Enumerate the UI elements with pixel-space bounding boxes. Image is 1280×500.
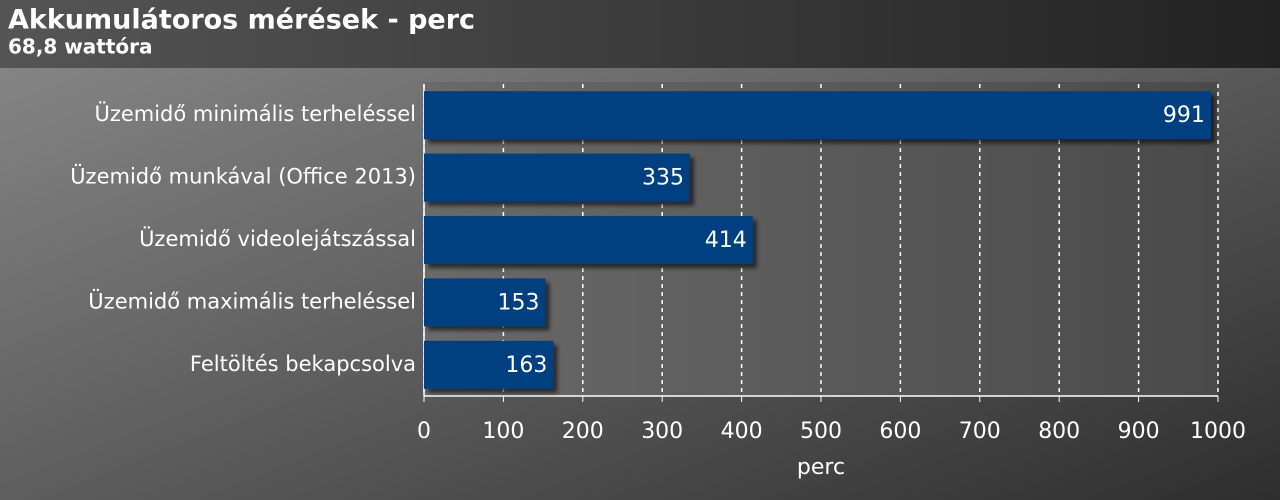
header <box>0 0 1280 68</box>
x-tick-label: 0 <box>417 419 431 444</box>
y-tick-label: Üzemidő munkával (Office 2013) <box>70 164 416 189</box>
value-label: 991 <box>1163 103 1205 128</box>
x-tick-label: 1000 <box>1190 419 1246 444</box>
chart-title: Akkumulátoros mérések - perc <box>8 5 475 36</box>
x-tick-label: 700 <box>959 419 1001 444</box>
value-label: 414 <box>705 228 747 253</box>
value-label: 335 <box>642 166 684 191</box>
x-tick-label: 800 <box>1038 419 1080 444</box>
y-tick-label: Feltöltés bekapcsolva <box>190 352 416 376</box>
value-label: 153 <box>497 290 539 315</box>
x-tick-label: 200 <box>562 419 604 444</box>
x-tick-label: 900 <box>1118 419 1160 444</box>
bar <box>424 153 690 202</box>
x-tick-label: 600 <box>879 419 921 444</box>
value-label: 163 <box>505 353 547 378</box>
y-tick-label: Üzemidő videolejátszással <box>139 226 416 251</box>
bar <box>424 216 753 264</box>
y-tick-label: Üzemidő maximális terheléssel <box>88 288 416 313</box>
bar <box>424 340 554 389</box>
x-tick-label: 500 <box>800 419 842 444</box>
x-tick-label: 100 <box>482 419 524 444</box>
bar <box>424 91 1211 140</box>
chart-subtitle: 68,8 wattóra <box>8 35 153 59</box>
x-tick-label: 300 <box>641 419 683 444</box>
x-tick-label: 400 <box>721 419 763 444</box>
bar <box>424 278 546 327</box>
y-tick-label: Üzemidő minimális terheléssel <box>94 101 416 126</box>
x-axis-title: perc <box>797 455 845 480</box>
